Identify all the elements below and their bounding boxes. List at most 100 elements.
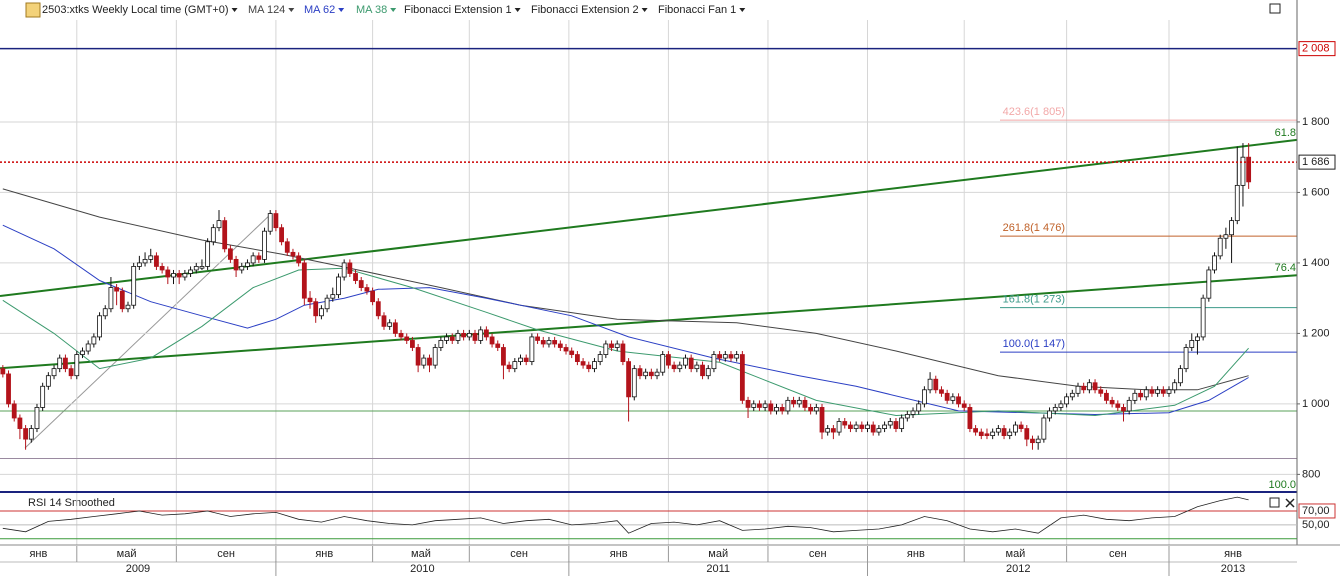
candle-body bbox=[466, 333, 472, 338]
candle-body bbox=[961, 403, 967, 408]
candle-body bbox=[700, 364, 705, 377]
candle-body bbox=[1195, 336, 1200, 341]
candle-body bbox=[683, 357, 688, 366]
candle-body bbox=[984, 433, 990, 437]
candle-body bbox=[1115, 403, 1121, 408]
candle-body bbox=[410, 340, 415, 348]
month-label: сен bbox=[809, 548, 827, 560]
candle-body bbox=[609, 343, 614, 348]
candle-body bbox=[1126, 399, 1132, 412]
candle-body bbox=[529, 336, 535, 362]
month-label: май bbox=[117, 548, 137, 560]
candle-body bbox=[586, 364, 592, 370]
tool-label[interactable]: Fibonacci Extension 1 bbox=[404, 4, 512, 16]
fib-label: 423.6(1 805) bbox=[1003, 106, 1065, 118]
dropdown-arrow[interactable] bbox=[288, 8, 295, 12]
maximize-button[interactable] bbox=[1269, 3, 1281, 14]
dropdown-arrow[interactable] bbox=[390, 8, 397, 12]
tool-label[interactable]: Fibonacci Fan 1 bbox=[658, 4, 736, 16]
candle-body bbox=[375, 301, 381, 317]
chart-title[interactable]: 2503:xtks Weekly Local time (GMT+0) bbox=[42, 4, 229, 16]
fib-label: 261.8(1 476) bbox=[1003, 222, 1065, 234]
dropdown-arrow[interactable] bbox=[641, 8, 648, 12]
candle-body bbox=[1007, 431, 1013, 437]
month-label: май bbox=[411, 548, 431, 560]
candle-body bbox=[262, 230, 267, 260]
candle-body bbox=[796, 399, 802, 405]
candle-body bbox=[80, 350, 85, 355]
candle-body bbox=[757, 403, 762, 408]
candle-body bbox=[1058, 403, 1064, 408]
candle-body bbox=[859, 424, 865, 429]
month-label: янв bbox=[610, 548, 628, 560]
candle-body bbox=[45, 375, 51, 387]
year-label: 2012 bbox=[1006, 563, 1030, 575]
candle-body bbox=[136, 262, 142, 267]
price-label: 2 008 bbox=[1302, 43, 1330, 55]
candle-body bbox=[933, 378, 939, 391]
header: 2503:xtks Weekly Local time (GMT+0) MA 1… bbox=[25, 2, 1281, 18]
candle-body bbox=[74, 354, 80, 377]
candle-body bbox=[461, 333, 467, 338]
candle-body bbox=[256, 255, 262, 260]
indicator-label[interactable]: MA 38 bbox=[356, 4, 387, 16]
year-label: 2009 bbox=[126, 563, 150, 575]
month-label: янв bbox=[907, 548, 925, 560]
dropdown-arrow[interactable] bbox=[338, 8, 345, 12]
candle-body bbox=[848, 424, 853, 429]
candle-body bbox=[853, 424, 859, 429]
rsi-maximize-button[interactable] bbox=[1269, 497, 1280, 508]
dropdown-arrow[interactable] bbox=[231, 8, 238, 12]
fib-label: 161.8(1 273) bbox=[1003, 294, 1065, 306]
month-label: сен bbox=[217, 548, 235, 560]
candle-body bbox=[205, 241, 211, 267]
price-label-box bbox=[1298, 41, 1336, 57]
candle-body bbox=[102, 308, 108, 317]
month-label: май bbox=[1006, 548, 1026, 560]
candle-body bbox=[1024, 428, 1030, 440]
candle-body bbox=[347, 262, 353, 274]
candle-body bbox=[688, 357, 694, 370]
rsi-title[interactable]: RSI 14 Smoothed bbox=[28, 497, 115, 509]
year-label: 2011 bbox=[706, 563, 730, 575]
candle-body bbox=[808, 407, 814, 412]
candle-body bbox=[85, 343, 91, 352]
candle-body bbox=[944, 392, 950, 401]
candle-body bbox=[267, 213, 273, 232]
candle-body bbox=[523, 357, 529, 362]
candle-body bbox=[1240, 156, 1246, 186]
fan-line bbox=[0, 274, 1298, 370]
candle-body bbox=[1155, 389, 1161, 394]
dropdown-arrow[interactable] bbox=[739, 8, 746, 12]
candle-body bbox=[210, 227, 216, 243]
candle-body bbox=[319, 308, 324, 317]
candle-body bbox=[1132, 392, 1138, 401]
candle-body bbox=[830, 428, 836, 433]
symbol-icon[interactable] bbox=[25, 2, 41, 18]
candle-body bbox=[1092, 382, 1098, 391]
candle-body bbox=[1138, 392, 1143, 398]
candle-body bbox=[142, 258, 148, 264]
candle-body bbox=[768, 403, 774, 412]
candle-body bbox=[1081, 385, 1087, 391]
candle-body bbox=[626, 361, 631, 398]
tool-label[interactable]: Fibonacci Extension 2 bbox=[531, 4, 639, 16]
candle-body bbox=[836, 421, 842, 433]
y-tick-label: 1 400 bbox=[1302, 257, 1330, 269]
candle-body bbox=[887, 421, 893, 426]
candle-body bbox=[904, 414, 910, 419]
candle-body bbox=[785, 399, 791, 412]
dropdown-arrow[interactable] bbox=[514, 8, 521, 12]
candle-body bbox=[671, 364, 677, 370]
candle-body bbox=[1217, 237, 1223, 257]
rsi-close-button[interactable] bbox=[1285, 498, 1295, 508]
indicator-label[interactable]: MA 124 bbox=[248, 4, 285, 16]
candle-body bbox=[1052, 407, 1058, 412]
candle-body bbox=[1013, 424, 1018, 433]
y-tick-label: 1 200 bbox=[1302, 327, 1330, 339]
candle-body bbox=[364, 287, 370, 292]
candle-body bbox=[1030, 438, 1035, 444]
indicator-label[interactable]: MA 62 bbox=[304, 4, 335, 16]
moving-average bbox=[2, 188, 1249, 391]
